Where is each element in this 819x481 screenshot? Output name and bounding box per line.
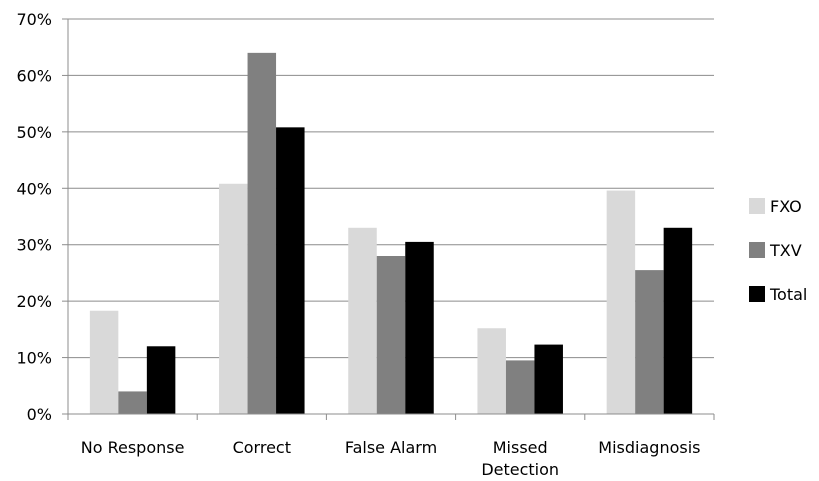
x-tick-label: No Response [81, 438, 185, 457]
bar-txv-1 [247, 52, 277, 414]
bar-fxo-2 [348, 227, 377, 414]
x-tick-label: Misdiagnosis [598, 438, 700, 457]
legend-swatch-fxo [749, 198, 765, 214]
bar-fxo-0 [89, 310, 119, 414]
legend-swatch-txv [749, 242, 765, 258]
legend: FXO TXV Total [749, 197, 807, 304]
bar-txv-2 [376, 256, 406, 414]
legend-label-txv: TXV [769, 241, 802, 260]
x-axis [67, 413, 715, 420]
y-tick-label: 10% [16, 349, 52, 368]
bar-total-1 [276, 127, 305, 414]
y-axis-ticks: 0% 10% 20% 30% 40% 50% 60% 70% [16, 10, 69, 424]
legend-label-total: Total [769, 285, 807, 304]
bar-total-3 [534, 344, 563, 414]
bar-total-2 [405, 241, 434, 414]
y-tick-label: 30% [16, 236, 52, 255]
bar-fxo-1 [219, 183, 248, 414]
bar-fxo-3 [477, 328, 506, 414]
legend-swatch-total [749, 286, 765, 302]
x-tick-label: Detection [481, 460, 559, 479]
y-tick-label: 60% [16, 66, 52, 85]
x-tick-label: False Alarm [345, 438, 437, 457]
bars [89, 52, 693, 414]
bar-total-4 [663, 227, 693, 414]
x-tick-label: Missed [493, 438, 548, 457]
x-tick-label: Correct [233, 438, 291, 457]
gridlines [68, 18, 714, 359]
bar-txv-3 [505, 360, 535, 414]
legend-label-fxo: FXO [770, 197, 802, 216]
y-tick-label: 70% [16, 10, 52, 29]
bar-txv-4 [635, 270, 664, 414]
y-tick-label: 40% [16, 179, 52, 198]
y-tick-label: 0% [27, 405, 52, 424]
x-axis-ticks: No Response Correct False Alarm Missed Detec… [81, 438, 701, 479]
bar-total-0 [146, 346, 176, 414]
bar-fxo-4 [606, 190, 636, 414]
y-tick-label: 20% [16, 292, 52, 311]
y-tick-label: 50% [16, 123, 52, 142]
bar-txv-0 [118, 391, 147, 414]
